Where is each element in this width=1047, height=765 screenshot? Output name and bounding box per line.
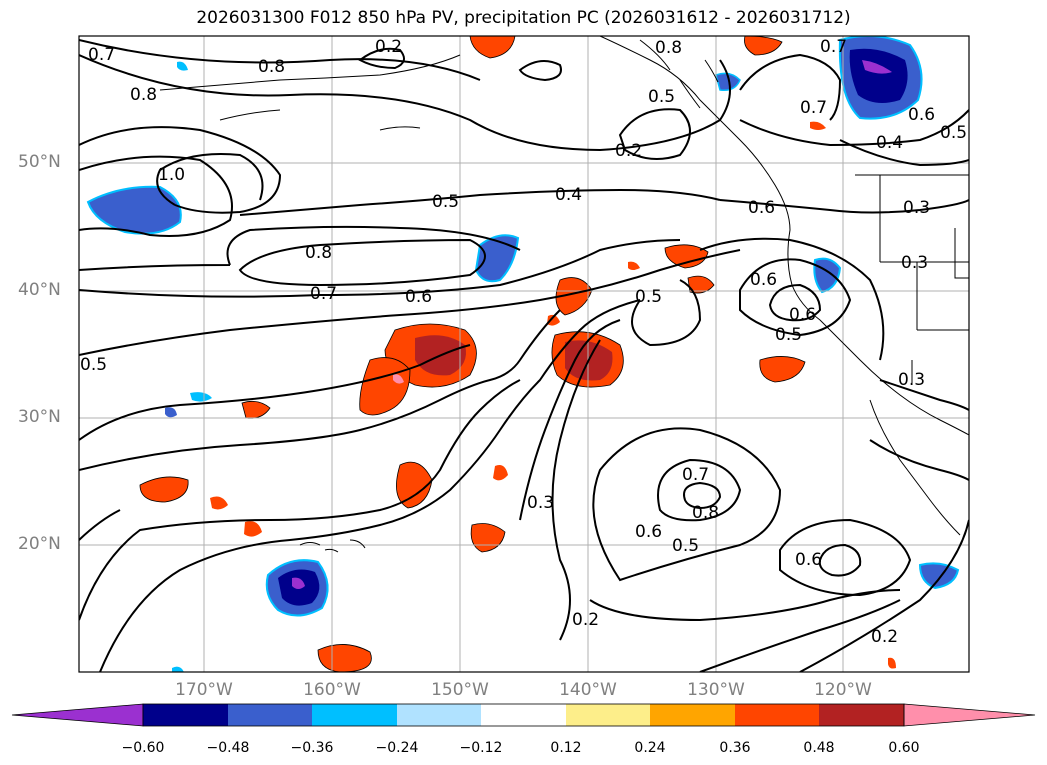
lon-label: 130°W xyxy=(687,680,745,700)
plot-frame xyxy=(78,35,970,673)
lat-label: 40°N xyxy=(18,280,61,300)
contour-label: 0.5 xyxy=(635,287,662,307)
colorbar-tick-label: 0.12 xyxy=(550,740,582,756)
colorbar-tick-label: 0.48 xyxy=(803,740,835,756)
contour-label: 0.7 xyxy=(310,284,337,304)
colorbar-segment xyxy=(143,704,228,726)
contour-label: 0.7 xyxy=(88,45,115,65)
contour-label: 0.6 xyxy=(750,270,777,290)
contour-label: 0.3 xyxy=(898,370,925,390)
contour-label: 0.2 xyxy=(615,141,642,161)
contour-label: 0.6 xyxy=(748,198,775,218)
colorbar-extend-high xyxy=(903,703,1036,727)
contour-label: 0.6 xyxy=(795,550,822,570)
map-title: 2026031300 F012 850 hPa PV, precipitatio… xyxy=(196,8,851,28)
colorbar-tick-label: −0.24 xyxy=(375,740,419,756)
colorbar-extend-low xyxy=(11,703,144,727)
contour-label: 0.5 xyxy=(940,123,967,143)
contour-label: 0.5 xyxy=(648,87,675,107)
colorbar-tick-label: −0.12 xyxy=(459,740,503,756)
precip-negative-areas xyxy=(86,36,960,672)
coastlines xyxy=(159,36,969,553)
contour-label: 0.6 xyxy=(405,287,432,307)
colorbar-tick-label: 0.36 xyxy=(719,740,751,756)
lat-label: 20°N xyxy=(18,534,61,554)
contour-label: 0.4 xyxy=(876,133,903,153)
colorbar-segment xyxy=(566,704,650,726)
contour-label: 0.3 xyxy=(901,253,928,273)
contour-label: 0.2 xyxy=(871,627,898,647)
contour-label: 0.7 xyxy=(800,98,827,118)
precip-positive-areas xyxy=(139,36,896,672)
contour-label: 0.4 xyxy=(555,185,582,205)
colorbar-tick-label: −0.60 xyxy=(121,740,165,756)
lon-label: 140°W xyxy=(559,680,617,700)
contour-label: 1.0 xyxy=(158,165,185,185)
contour-label: 0.5 xyxy=(775,325,802,345)
colorbar-segment xyxy=(819,704,904,726)
contour-label: 0.8 xyxy=(130,85,157,105)
contour-label: 0.6 xyxy=(635,522,662,542)
contour-label: 0.6 xyxy=(789,305,816,325)
colorbar-segment xyxy=(397,704,481,726)
pv-contours xyxy=(79,39,969,672)
colorbar-tick-label: −0.36 xyxy=(290,740,334,756)
contour-label: 0.8 xyxy=(305,243,332,263)
contour-label: 0.3 xyxy=(903,198,930,218)
lat-label: 50°N xyxy=(18,152,61,172)
lon-label: 150°W xyxy=(431,680,489,700)
lon-label: 160°W xyxy=(303,680,361,700)
contour-label: 0.8 xyxy=(655,38,682,58)
colorbar-segment xyxy=(312,704,397,726)
colorbar xyxy=(11,703,1036,727)
contour-labels: 0.7 0.8 0.8 1.0 0.8 0.7 0.6 0.5 0.4 0.5 … xyxy=(80,37,967,647)
contour-label: 0.3 xyxy=(527,493,554,513)
colorbar-tick-label: 0.24 xyxy=(634,740,666,756)
colorbar-segment xyxy=(735,704,819,726)
colorbar-tick-label: 0.60 xyxy=(888,740,920,756)
lat-label: 30°N xyxy=(18,407,61,427)
colorbar-segment xyxy=(481,704,566,726)
colorbar-tick-label: −0.48 xyxy=(206,740,250,756)
contour-label: 0.7 xyxy=(682,465,709,485)
lon-label: 120°W xyxy=(814,680,872,700)
contour-label: 0.8 xyxy=(692,503,719,523)
contour-label: 0.7 xyxy=(820,37,847,57)
contour-label: 0.2 xyxy=(572,610,599,630)
colorbar-segment xyxy=(228,704,312,726)
contour-label: 0.2 xyxy=(375,37,402,57)
colorbar-segment xyxy=(650,704,735,726)
contour-label: 0.8 xyxy=(258,57,285,77)
lon-label: 170°W xyxy=(175,680,233,700)
contour-label: 0.6 xyxy=(908,105,935,125)
contour-label: 0.5 xyxy=(80,355,107,375)
contour-label: 0.5 xyxy=(672,536,699,556)
contour-label: 0.5 xyxy=(432,192,459,212)
